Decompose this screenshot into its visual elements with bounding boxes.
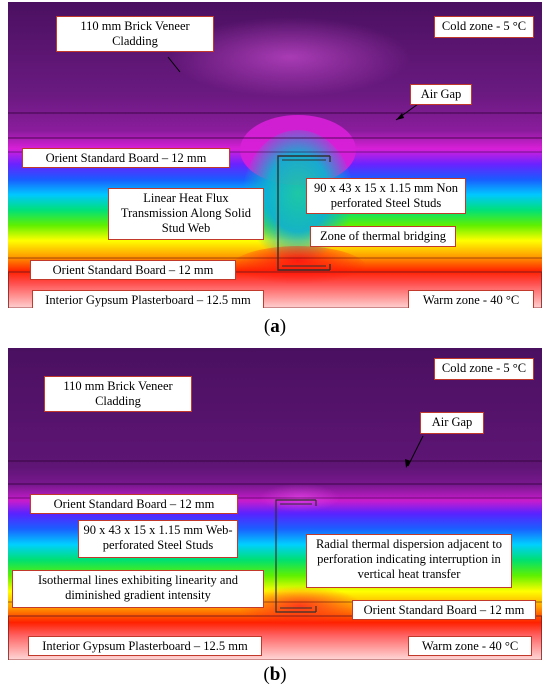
label-cold-zone-b: Cold zone - 5 °C bbox=[434, 358, 534, 380]
label-cold-zone: Cold zone - 5 °C bbox=[434, 16, 534, 38]
thermal-map-panel-b: Cold zone - 5 °C 110 mm Brick Veneer Cla… bbox=[8, 348, 542, 660]
label-thermal-bridging: Zone of thermal bridging bbox=[310, 226, 456, 247]
steel-stud-outline-a bbox=[277, 155, 331, 271]
label-air-gap-b: Air Gap bbox=[420, 412, 484, 434]
label-heat-flux: Linear Heat Flux Transmission Along Soli… bbox=[108, 188, 264, 240]
leader-line-cladding bbox=[167, 56, 181, 73]
label-osb-top-b: Orient Standard Board – 12 mm bbox=[30, 494, 238, 514]
label-warm-zone-b: Warm zone - 40 °C bbox=[408, 636, 532, 656]
label-air-gap: Air Gap bbox=[410, 84, 472, 105]
label-brick-cladding: 110 mm Brick Veneer Cladding bbox=[56, 16, 214, 52]
label-perforated-stud: 90 x 43 x 15 x 1.15 mm Web-perforated St… bbox=[78, 520, 238, 558]
label-radial-dispersion: Radial thermal dispersion adjacent to pe… bbox=[306, 534, 512, 588]
label-isothermal-lines: Isothermal lines exhibiting linearity an… bbox=[12, 570, 264, 608]
label-steel-stud: 90 x 43 x 15 x 1.15 mm Non perforated St… bbox=[306, 178, 466, 214]
perforated-stud-outline-b bbox=[275, 499, 317, 613]
label-gypsum-board: Interior Gypsum Plasterboard – 12.5 mm bbox=[32, 290, 264, 308]
label-brick-cladding-b: 110 mm Brick Veneer Cladding bbox=[44, 376, 192, 412]
label-gypsum-board-b: Interior Gypsum Plasterboard – 12.5 mm bbox=[28, 636, 262, 656]
caption-a: (a) bbox=[263, 316, 287, 337]
label-osb-bottom: Orient Standard Board – 12 mm bbox=[30, 260, 236, 280]
thermal-map-panel-a: 110 mm Brick Veneer Cladding Cold zone -… bbox=[8, 2, 542, 308]
label-warm-zone: Warm zone - 40 °C bbox=[408, 290, 534, 308]
caption-b: (b) bbox=[263, 664, 287, 685]
label-osb-top: Orient Standard Board – 12 mm bbox=[22, 148, 230, 168]
label-osb-bottom-b: Orient Standard Board – 12 mm bbox=[352, 600, 536, 620]
